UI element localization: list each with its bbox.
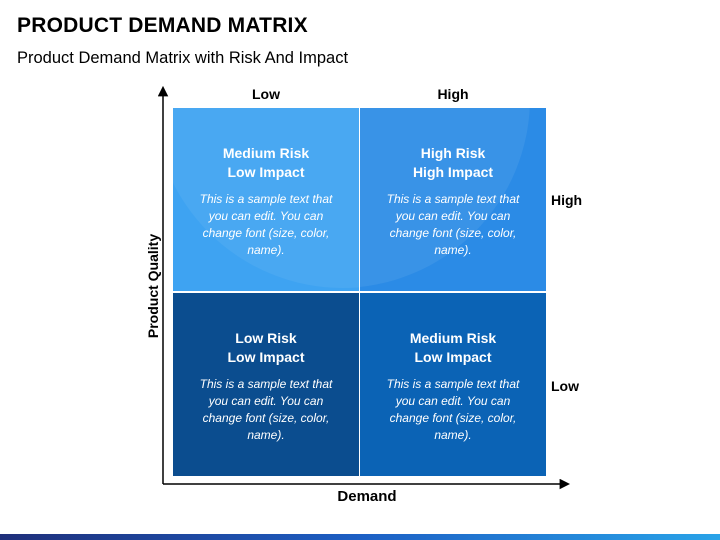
quadrant-heading-risk: Medium Risk (409, 330, 497, 346)
page-title: PRODUCT DEMAND MATRIX (17, 14, 308, 37)
quadrant-bottom-left: Low Risk Low Impact This is a sample tex… (173, 293, 359, 476)
y-axis-title: Product Quality (145, 233, 161, 339)
quadrant-heading-impact: High Impact (412, 164, 494, 180)
row-label-low: Low (551, 378, 579, 394)
quadrant-text: This is a sample text that you can edit.… (199, 377, 333, 442)
quadrant-heading-impact: Low Impact (227, 349, 305, 365)
quadrant-heading-risk: High Risk (420, 145, 486, 161)
page-subtitle: Product Demand Matrix with Risk And Impa… (17, 49, 349, 67)
footer-bar (0, 534, 720, 540)
quadrant-top-left: Medium Risk Low Impact This is a sample … (173, 108, 359, 291)
x-axis-title: Demand (337, 488, 397, 505)
quadrant-heading-risk: Medium Risk (222, 145, 310, 161)
quadrant-heading-impact: Low Impact (414, 349, 492, 365)
quadrant-text: This is a sample text that you can edit.… (386, 377, 520, 442)
row-label-high: High (551, 192, 583, 208)
quadrant-top-right: High Risk High Impact This is a sample t… (360, 108, 546, 291)
column-label-low: Low (252, 86, 280, 102)
quadrant-text: This is a sample text that you can edit.… (199, 192, 333, 257)
column-label-high: High (437, 86, 469, 102)
quadrant-bottom-right: Medium Risk Low Impact This is a sample … (360, 293, 546, 476)
quadrant-heading-impact: Low Impact (227, 164, 305, 180)
quadrant-heading-risk: Low Risk (235, 330, 297, 346)
quadrant-text: This is a sample text that you can edit.… (386, 192, 520, 257)
